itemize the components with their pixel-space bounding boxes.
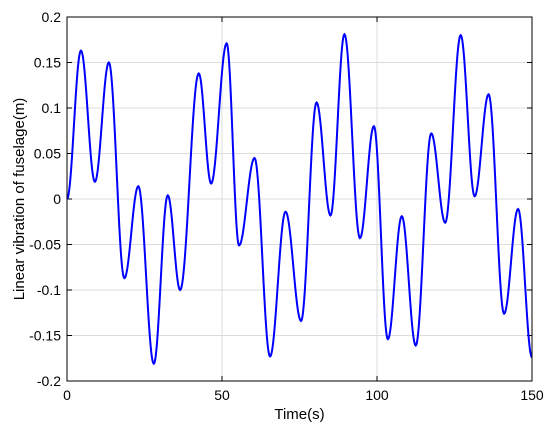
x-tick-label: 0 [63, 387, 71, 403]
y-tick-label: -0.05 [29, 237, 61, 253]
y-tick-label: 0.1 [42, 100, 62, 116]
y-tick-label: -0.2 [37, 373, 61, 389]
x-axis-label: Time(s) [274, 406, 324, 423]
y-tick-labels: -0.2 -0.15 -0.1 -0.05 0 0.05 0.1 0.15 0.2 [29, 9, 61, 389]
x-tick-label: 150 [520, 387, 544, 403]
x-tick-labels: 0 50 100 150 [63, 387, 544, 403]
y-tick-label: -0.1 [37, 282, 61, 298]
y-axis-label: Linear vibration of fuselage(m) [11, 98, 28, 301]
x-tick-label: 50 [214, 387, 230, 403]
plot-frame [66, 16, 533, 382]
y-tick-label: 0 [53, 191, 61, 207]
y-tick-label: 0.15 [34, 55, 61, 71]
series-line [66, 32, 533, 366]
x-tick-label: 100 [365, 387, 389, 403]
y-tick-label: 0.2 [42, 9, 62, 25]
y-tick-label: -0.15 [29, 328, 61, 344]
y-tick-label: 0.05 [34, 146, 61, 162]
